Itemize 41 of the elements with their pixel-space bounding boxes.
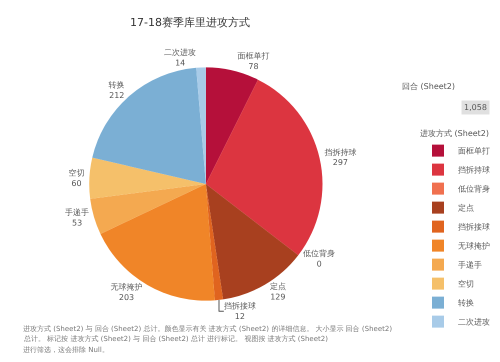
- legend-label: 空切: [458, 280, 474, 289]
- legend-label: 面框单打: [458, 146, 490, 156]
- slice-label: 面框单打: [237, 52, 270, 61]
- data-label: 12: [234, 312, 245, 321]
- legend-label: 手递手: [458, 260, 482, 270]
- text: 回合 (Sheet2): [402, 82, 456, 91]
- legend-title: 进攻方式 (Sheet2): [420, 129, 490, 138]
- pie-slice: [206, 184, 224, 300]
- data-label: 78: [248, 62, 259, 72]
- legend-label: 无球掩护: [458, 242, 490, 251]
- slice-label: 无球掩护: [110, 282, 142, 292]
- data-label: 212: [109, 90, 124, 100]
- slice-label: 转换: [108, 80, 125, 90]
- pie-slice: [206, 184, 298, 300]
- legend-label: 二次进攻: [458, 318, 490, 327]
- pie-slice: [89, 158, 206, 199]
- slice-label: 挡拆接球: [224, 301, 256, 310]
- pie-slice: [196, 67, 206, 184]
- legend-label: 低位背身: [458, 184, 490, 194]
- text: 1,058: [464, 103, 487, 112]
- legend-label: 定点: [458, 204, 474, 213]
- slice-label: 手递手: [65, 208, 90, 217]
- pie-slice: [100, 184, 215, 301]
- slice-label: 挡拆持球: [324, 148, 356, 157]
- legend-label: 挡拆接球: [458, 222, 490, 232]
- data-label: 53: [72, 218, 82, 228]
- slice-label: 空切: [68, 168, 85, 178]
- data-label: 129: [270, 292, 286, 302]
- pie-slice: [90, 184, 206, 234]
- data-label: 203: [118, 292, 134, 302]
- data-label: 297: [332, 158, 348, 168]
- slice-label: 定点: [270, 282, 286, 292]
- pie-slice: [92, 68, 206, 184]
- slice-label: 二次进攻: [164, 48, 196, 58]
- data-label: 60: [71, 178, 82, 188]
- data-label: 14: [175, 58, 186, 68]
- chart-title: 17-18赛季库里进攻方式: [130, 16, 250, 29]
- legend-label: 挡拆持球: [458, 166, 490, 175]
- category-label: 低位背身: [303, 249, 336, 258]
- text: 0: [316, 260, 322, 269]
- legend-label: 转换: [458, 298, 474, 308]
